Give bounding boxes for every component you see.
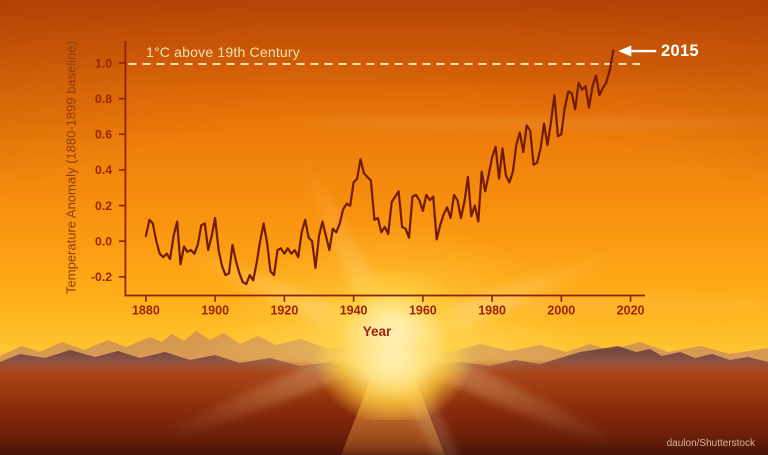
x-tick-label: 1900 <box>201 304 229 318</box>
watermark: daulon/Shutterstock <box>666 438 755 449</box>
tick-group: 1.0 0.8 0.6 0.4 0.2 0.0 -0.2 1880 1900 1920 1940 19… <box>91 56 645 317</box>
annotation-arrow-group <box>618 45 657 57</box>
arrow-head <box>618 45 632 57</box>
y-tick-label: 1.0 <box>95 56 112 70</box>
x-tick-label: 2000 <box>547 304 575 318</box>
y-tick-label: 0.8 <box>95 92 112 106</box>
y-axis-title: Temperature Anomaly (1880-1899 baseline) <box>63 41 79 294</box>
x-tick-label: 1980 <box>478 304 506 318</box>
y-tick-label: 0.0 <box>95 235 112 249</box>
threshold-label: 1°C above 19th Century <box>146 44 300 60</box>
axis-lines <box>124 41 645 297</box>
y-tick-label: 0.6 <box>95 128 112 142</box>
temperature-anomaly-line <box>144 49 615 286</box>
y-tick-label: 0.4 <box>95 163 112 177</box>
x-tick-label: 1940 <box>340 304 368 318</box>
x-tick-label: 1960 <box>409 304 437 318</box>
x-tick-label: 1880 <box>132 304 160 318</box>
peak-year-label: 2015 <box>661 42 699 60</box>
x-axis-title: Year <box>362 324 392 339</box>
axes-group <box>124 41 645 297</box>
y-tick-label: 0.2 <box>95 199 112 213</box>
x-tick-label: 1920 <box>270 304 298 318</box>
x-tick-label: 2020 <box>617 304 645 318</box>
series-group <box>144 49 615 286</box>
y-tick-label: -0.2 <box>91 270 112 284</box>
